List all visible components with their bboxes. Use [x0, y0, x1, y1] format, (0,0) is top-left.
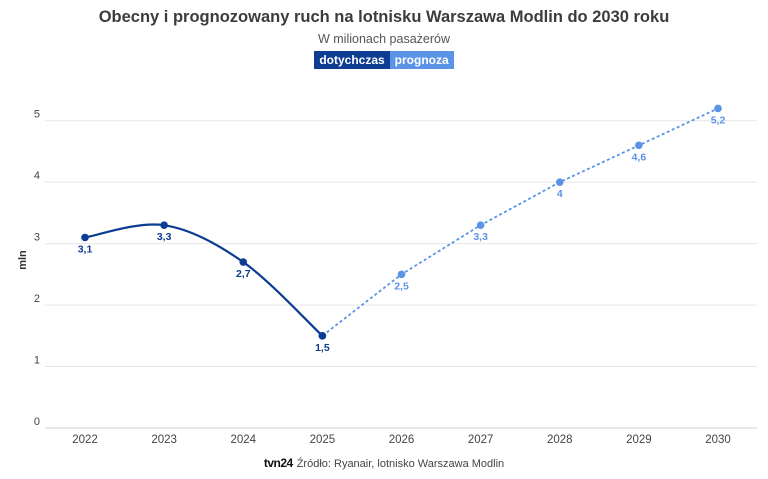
x-tick-label: 2030 — [705, 434, 731, 446]
chart-title: Obecny i prognozowany ruch na lotnisku W… — [98, 8, 670, 26]
data-point-history — [81, 233, 89, 242]
x-tick-label: 2027 — [468, 434, 494, 446]
data-point-history — [160, 221, 168, 229]
data-point-history — [239, 258, 248, 266]
x-tick-label: 2026 — [389, 434, 415, 446]
data-label-history: 3,3 — [157, 231, 172, 243]
data-label-history: 3,1 — [78, 243, 93, 255]
legend-item-history: dotychczas — [314, 51, 390, 69]
y-axis-label: mln — [17, 250, 29, 270]
series-line-forecast — [321, 107, 719, 337]
source-text: Źródło: Ryanair, lotnisko Warszawa Modli… — [296, 458, 505, 470]
y-tick-label: 0 — [34, 416, 40, 428]
y-tick-label: 5 — [34, 109, 40, 121]
x-tick-label: 2023 — [151, 434, 177, 446]
x-tick-label: 2024 — [230, 434, 256, 446]
x-tick-label: 2025 — [310, 434, 336, 446]
legend: dotychczas prognoza — [0, 51, 768, 69]
source-note: tvn24 Źródło: Ryanair, lotnisko Warszawa … — [0, 456, 768, 470]
data-point-forecast — [476, 221, 485, 229]
data-label-history: 1,5 — [315, 342, 330, 354]
data-point-forecast — [635, 141, 643, 150]
data-label-forecast: 4 — [557, 188, 563, 200]
x-tick-label: 2022 — [72, 434, 98, 446]
y-tick-label: 3 — [34, 232, 40, 244]
data-label-forecast: 2,5 — [394, 280, 409, 292]
x-tick-label: 2029 — [626, 434, 652, 446]
y-tick-label: 2 — [34, 293, 40, 305]
data-label-forecast: 3,3 — [473, 231, 488, 243]
data-point-forecast — [397, 270, 406, 279]
data-label-history: 2,7 — [236, 268, 251, 280]
series-line-history — [84, 223, 324, 337]
tvn24-logo: tvn24 — [263, 456, 293, 470]
y-tick-label: 4 — [34, 170, 40, 182]
x-tick-label: 2028 — [547, 434, 573, 446]
y-tick-label: 1 — [34, 355, 40, 367]
chart-subtitle: W milionach pasażerów — [318, 32, 450, 46]
data-point-forecast — [555, 178, 564, 186]
data-point-history — [318, 332, 327, 340]
data-point-forecast — [714, 104, 722, 113]
legend-item-forecast: prognoza — [389, 51, 454, 69]
data-label-forecast: 5,2 — [711, 114, 726, 126]
data-label-forecast: 4,6 — [632, 151, 647, 163]
